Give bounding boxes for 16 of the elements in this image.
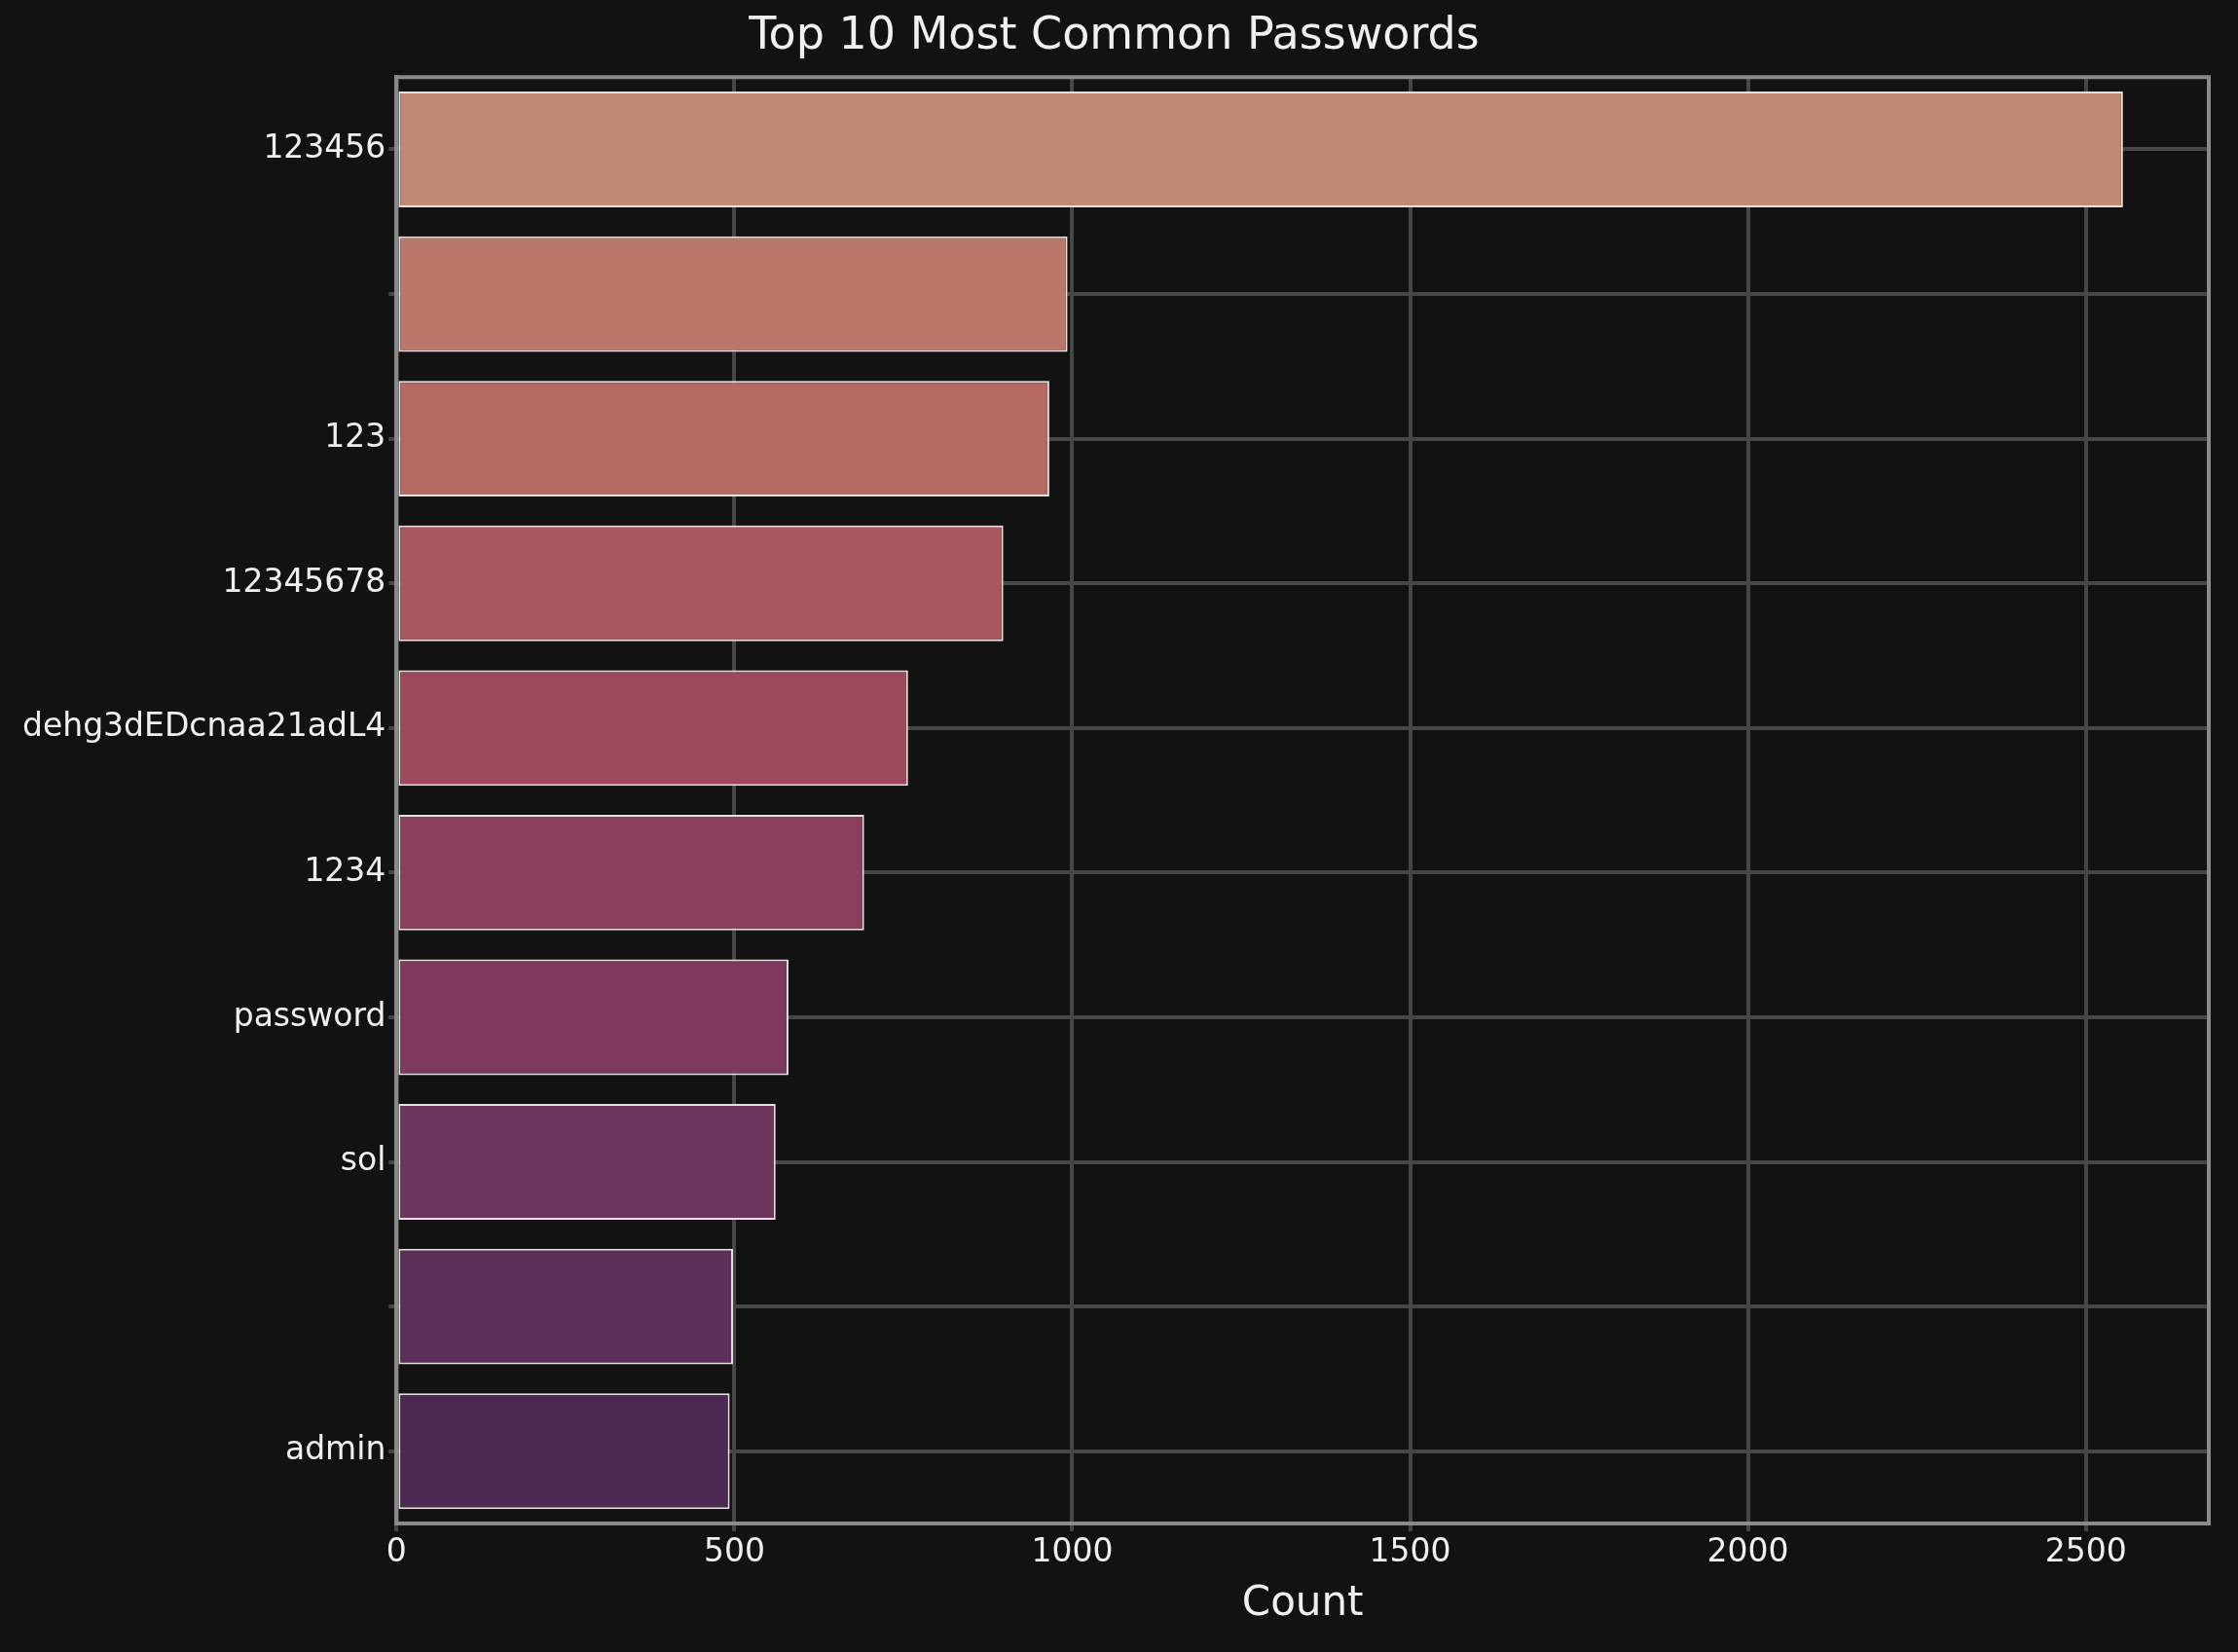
chart-title: Top 10 Most Common Passwords xyxy=(748,6,1480,59)
y-tick-label: dehg3dEDcnaa21adL4 xyxy=(21,706,386,745)
y-tick-label: 12345678 xyxy=(222,561,386,600)
y-tick-label: sol xyxy=(340,1140,386,1179)
y-tick-label: 123456 xyxy=(263,128,386,166)
x-axis-title: Count xyxy=(1241,1576,1364,1625)
x-tick-label: 1500 xyxy=(1369,1531,1451,1570)
x-tick-label: 2000 xyxy=(1706,1531,1789,1570)
x-tick-label: 2500 xyxy=(2044,1531,2127,1570)
x-tick-label: 500 xyxy=(703,1531,765,1570)
y-tick-label: password xyxy=(233,995,386,1034)
y-tick-label: admin xyxy=(284,1429,386,1468)
y-tick-label: 1234 xyxy=(304,850,386,889)
x-tick-label: 0 xyxy=(385,1531,407,1570)
x-tick-label: 1000 xyxy=(1031,1531,1114,1570)
y-tick-label: 123 xyxy=(324,417,386,456)
